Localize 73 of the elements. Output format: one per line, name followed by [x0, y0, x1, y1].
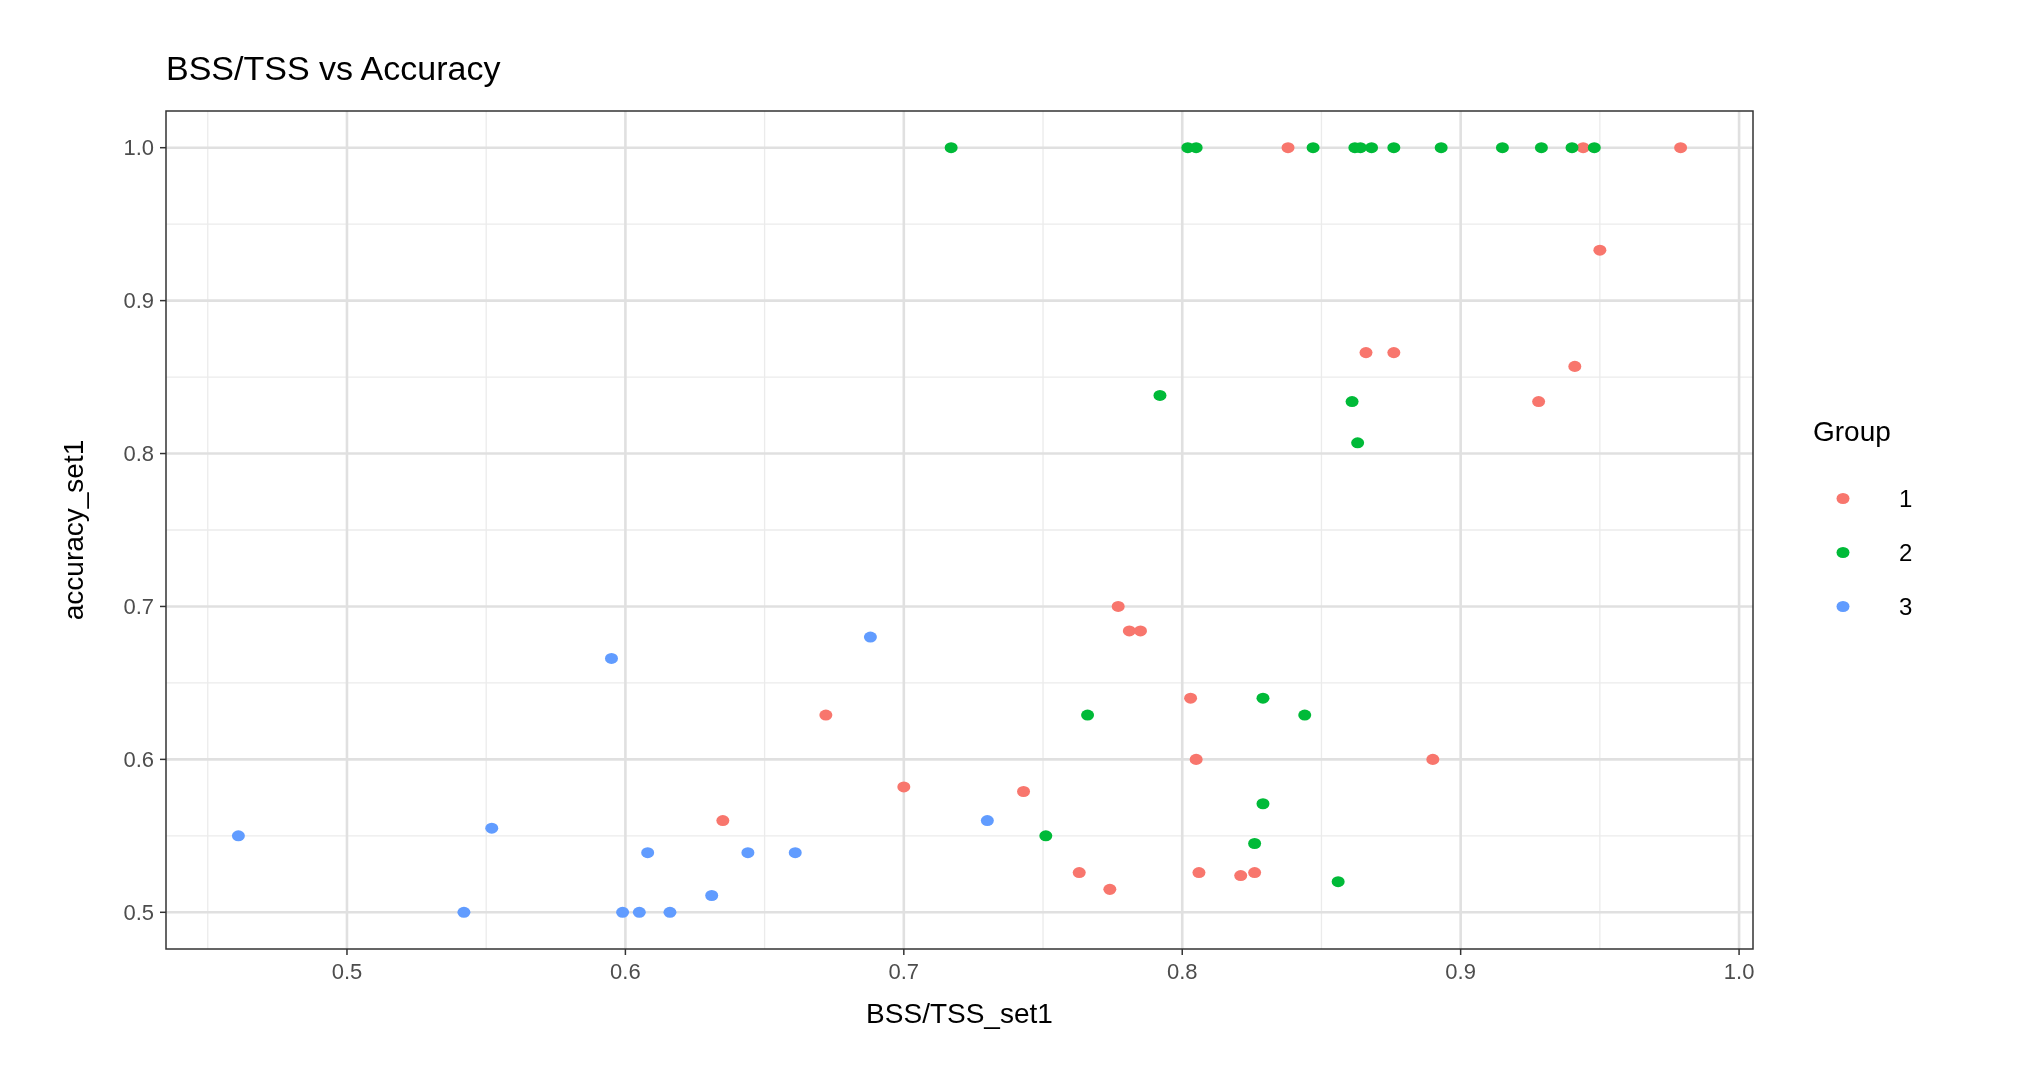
point — [1248, 867, 1262, 879]
legend-label: 1 — [1899, 484, 1913, 512]
x-tick-label: 0.5 — [331, 959, 363, 984]
point — [1565, 142, 1579, 154]
point — [944, 142, 958, 154]
point — [1387, 142, 1401, 154]
point — [1532, 396, 1546, 408]
x-tick-label: 1.0 — [1723, 959, 1755, 984]
point — [1256, 798, 1270, 810]
y-tick-label: 0.6 — [123, 747, 154, 773]
point — [1593, 244, 1607, 256]
point — [1111, 600, 1125, 612]
point — [1256, 692, 1270, 704]
x-tick-label: 0.6 — [610, 959, 641, 984]
point — [1192, 867, 1206, 879]
point — [705, 889, 719, 901]
point — [1039, 830, 1053, 842]
x-tick-label: 0.7 — [888, 959, 920, 984]
point — [1351, 437, 1365, 449]
point — [1426, 753, 1440, 765]
legend-title: Group — [1813, 415, 1891, 447]
point — [663, 906, 677, 918]
legend-label: 2 — [1899, 538, 1913, 566]
point — [1153, 389, 1167, 401]
y-tick-label: 0.8 — [123, 441, 154, 467]
point — [1081, 709, 1095, 721]
point — [1495, 142, 1509, 154]
point — [741, 847, 755, 859]
y-tick-label: 0.9 — [123, 288, 154, 314]
point — [1587, 142, 1601, 154]
point — [897, 781, 911, 793]
point — [1133, 625, 1147, 637]
point — [716, 815, 730, 827]
point — [1072, 867, 1086, 879]
x-tick-label: 0.9 — [1445, 959, 1476, 984]
legend-label: 3 — [1899, 592, 1913, 620]
point — [1534, 142, 1548, 154]
point — [1434, 142, 1448, 154]
point — [788, 847, 802, 859]
point — [819, 709, 833, 721]
y-axis-title: accuracy_set1 — [58, 439, 89, 621]
point — [604, 652, 618, 664]
x-tick-label: 0.8 — [1166, 959, 1198, 984]
point — [863, 631, 877, 643]
point — [231, 830, 245, 842]
point — [1345, 396, 1359, 408]
point — [632, 906, 646, 918]
point — [1387, 347, 1401, 359]
point — [1017, 785, 1031, 798]
point — [1281, 142, 1295, 154]
point — [1234, 870, 1248, 882]
y-tick-label: 1.0 — [123, 135, 154, 161]
point — [1189, 142, 1203, 154]
chart-title: BSS/TSS vs Accuracy — [166, 49, 501, 87]
point — [980, 815, 994, 827]
y-tick-label: 0.5 — [123, 900, 154, 925]
point — [1359, 347, 1373, 359]
point — [1568, 360, 1582, 372]
point — [1331, 876, 1345, 888]
point — [641, 847, 655, 859]
point — [457, 906, 471, 918]
point — [616, 906, 630, 918]
point — [1365, 142, 1379, 154]
point — [1306, 142, 1320, 154]
point — [485, 822, 499, 834]
point — [1248, 837, 1262, 850]
point — [1189, 753, 1203, 765]
point — [1184, 692, 1198, 704]
x-axis-title: BSS/TSS_set1 — [866, 998, 1053, 1029]
y-tick-label: 0.7 — [123, 594, 154, 620]
point — [1298, 709, 1312, 721]
point — [1103, 883, 1117, 895]
point — [1674, 142, 1688, 154]
